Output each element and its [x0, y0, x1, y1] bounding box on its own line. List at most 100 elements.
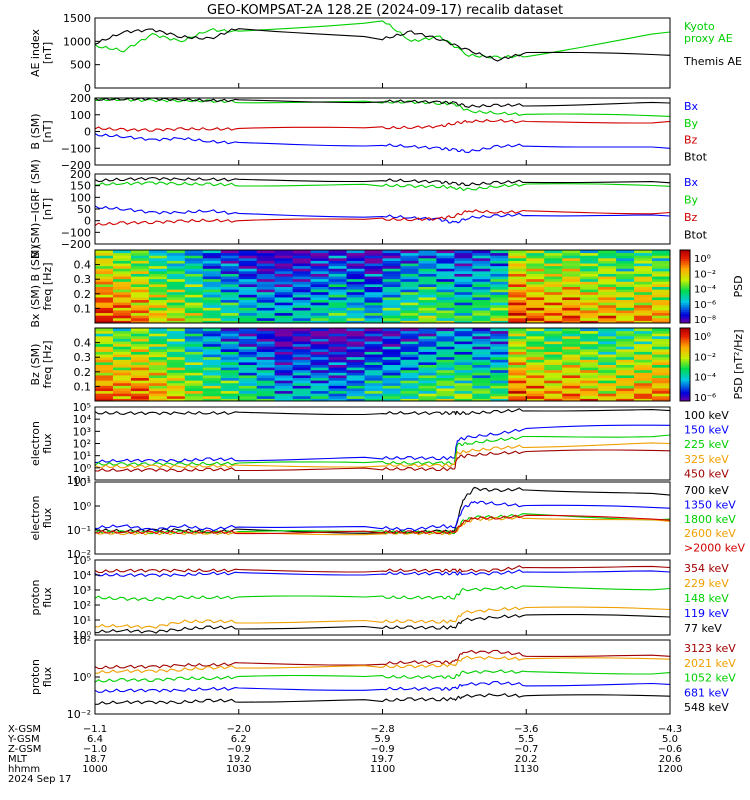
heatmap-cell [238, 278, 258, 282]
heatmap-cell [346, 330, 366, 334]
heatmap-cell [130, 291, 150, 295]
heatmap-cell [562, 398, 581, 402]
heatmap-cell [310, 273, 330, 277]
heatmap-cell [238, 361, 258, 365]
heatmap-cell [382, 260, 401, 264]
heatmap-cell [184, 276, 204, 280]
heatmap-cell [112, 281, 132, 285]
heatmap-cell [148, 382, 168, 386]
heatmap-cell [382, 312, 401, 316]
heatmap-cell [328, 338, 348, 342]
legend-label: 548 keV [684, 701, 729, 714]
colorbar-cell [680, 257, 690, 260]
heatmap-cell [400, 385, 419, 389]
heatmap-cell [130, 351, 150, 355]
heatmap-cell [382, 320, 401, 324]
heatmap-cell [130, 335, 150, 339]
heatmap-cell [130, 278, 150, 282]
heatmap-cell [310, 351, 330, 355]
heatmap-cell [544, 364, 563, 368]
heatmap-cell [634, 356, 653, 360]
colorbar-cell [680, 335, 690, 338]
heatmap-cell [508, 356, 527, 360]
heatmap-cell [562, 338, 581, 342]
heatmap-cell [112, 335, 132, 339]
heatmap-cell [652, 302, 671, 306]
heatmap-cell [436, 364, 455, 368]
heatmap-cell [400, 374, 419, 379]
heatmap-cell [418, 286, 437, 290]
colorbar-cell [680, 262, 690, 266]
heatmap-cell [544, 276, 563, 280]
heatmap-cell [454, 367, 473, 371]
heatmap-cell [148, 268, 168, 272]
heatmap-cell [544, 273, 563, 277]
heatmap-cell [400, 364, 419, 368]
heatmap-cell [616, 317, 635, 321]
heatmap-cell [562, 276, 581, 280]
heatmap-cell [472, 309, 491, 314]
heatmap-cell [382, 265, 401, 269]
heatmap-cell [256, 309, 276, 314]
heatmap-cell [472, 333, 491, 337]
heatmap-cell [490, 364, 509, 368]
heatmap-cell [580, 398, 599, 402]
heatmap-cell [148, 315, 168, 319]
heatmap-cell [256, 250, 276, 254]
heatmap-cell [166, 393, 186, 397]
heatmap-cell [184, 268, 204, 272]
heatmap-cell [148, 377, 168, 381]
heatmap-cell [184, 380, 204, 384]
heatmap-cell [95, 263, 114, 267]
heatmap-cell [148, 393, 168, 397]
heatmap-cell [184, 302, 204, 306]
heatmap-cell [598, 263, 617, 267]
heatmap-cell [292, 252, 312, 256]
heatmap-cell [310, 268, 330, 272]
heatmap-cell [274, 299, 294, 303]
heatmap-cell [292, 398, 312, 402]
heatmap-cell [562, 380, 581, 384]
legend-label: 681 keV [684, 686, 729, 699]
heatmap-cell [436, 299, 455, 303]
heatmap-cell [400, 281, 419, 285]
heatmap-cell [166, 374, 186, 379]
heatmap-cell [454, 283, 473, 287]
heatmap-cell [166, 260, 186, 264]
heatmap-cell [400, 393, 419, 397]
heatmap-cell [184, 286, 204, 290]
series-line [94, 515, 671, 536]
heatmap-cell [436, 304, 455, 308]
heatmap-cell [562, 299, 581, 303]
heatmap-cell [112, 257, 132, 261]
heatmap-cell [616, 260, 635, 264]
heatmap-cell [508, 260, 527, 264]
heatmap-cell [436, 385, 455, 389]
heatmap-cell [562, 359, 581, 363]
heatmap-cell [580, 307, 599, 311]
heatmap-cell [490, 302, 509, 306]
heatmap-cell [490, 263, 509, 267]
heatmap-cell [202, 390, 222, 394]
heatmap-cell [580, 276, 599, 280]
heatmap-cell [418, 364, 437, 368]
heatmap-cell [652, 304, 671, 308]
heatmap-cell [634, 330, 653, 334]
heatmap-cell [544, 278, 563, 282]
heatmap-cell [436, 255, 455, 259]
heatmap-cell [490, 387, 509, 392]
heatmap-cell [652, 265, 671, 269]
heatmap-cell [220, 286, 240, 290]
legend-label: 1052 keV [684, 672, 736, 685]
heatmap-cell [130, 369, 150, 373]
heatmap-cell [382, 270, 401, 274]
heatmap-cell [652, 276, 671, 280]
heatmap-cell [382, 385, 401, 389]
heatmap-cell [382, 291, 401, 295]
heatmap-cell [652, 281, 671, 285]
heatmap-cell [616, 338, 635, 342]
heatmap-cell [95, 364, 114, 368]
heatmap-cell [256, 361, 276, 365]
colorbar-cell [680, 349, 690, 353]
heatmap-cell [580, 250, 599, 254]
